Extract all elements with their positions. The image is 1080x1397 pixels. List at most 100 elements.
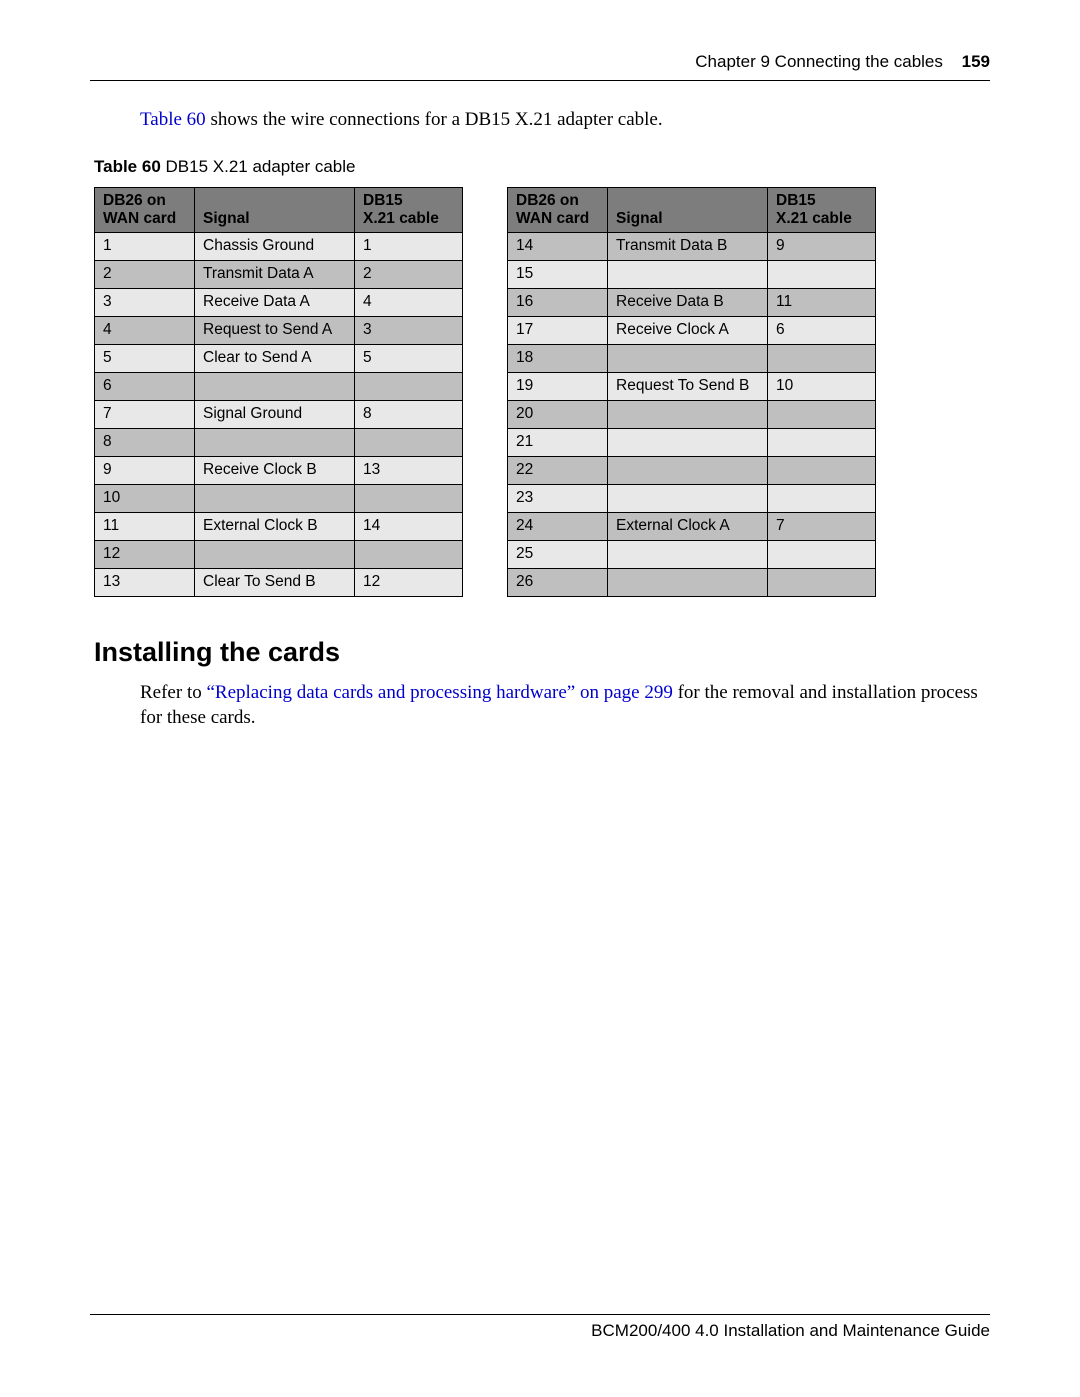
table-cell [768,344,876,372]
table-cell: 25 [508,540,608,568]
table-cell: 23 [508,484,608,512]
table-cell: Receive Data B [608,288,768,316]
table-cell: 3 [95,288,195,316]
header-rule [90,80,990,81]
table-row: 8 [95,428,463,456]
table-cell: 13 [95,568,195,596]
table-cell: 20 [508,400,608,428]
tables-container: DB26 onWAN card Signal DB15X.21 cable 1C… [94,187,990,597]
footer-text: BCM200/400 4.0 Installation and Maintena… [90,1321,990,1341]
table-cell [608,400,768,428]
table-cell [608,456,768,484]
table-cell: 3 [355,316,463,344]
table-cell [608,484,768,512]
para-pre: Refer to [140,682,206,703]
header-line: Chapter 9 Connecting the cables 159 [90,52,990,72]
table-cell: 10 [768,372,876,400]
footer-rule [90,1314,990,1315]
table-cell: 11 [95,512,195,540]
table-row: 23 [508,484,876,512]
table-cell [768,400,876,428]
table-cell: Receive Data A [195,288,355,316]
table-cell: 7 [95,400,195,428]
chapter-label: Chapter 9 Connecting the cables [695,52,943,71]
table-row: 3Receive Data A4 [95,288,463,316]
table-row: 16Receive Data B11 [508,288,876,316]
table-row: 4Request to Send A3 [95,316,463,344]
table-cell: 5 [355,344,463,372]
table-cell [195,372,355,400]
table-cell [608,428,768,456]
table-cell [355,540,463,568]
pin-table-right: DB26 onWAN card Signal DB15X.21 cable 14… [507,187,876,597]
table-row: 17Receive Clock A6 [508,316,876,344]
table-cell: 13 [355,456,463,484]
table-cell: Receive Clock A [608,316,768,344]
table-cell: External Clock B [195,512,355,540]
table-cell: 6 [768,316,876,344]
table-cell [195,484,355,512]
table-cell: 6 [95,372,195,400]
table-row: 19Request To Send B10 [508,372,876,400]
table-row: 12 [95,540,463,568]
table-row: 6 [95,372,463,400]
table-cell: 12 [355,568,463,596]
table-cell: 17 [508,316,608,344]
table-cell [768,484,876,512]
table-cell [768,540,876,568]
table-row: 13Clear To Send B12 [95,568,463,596]
table-cell [608,568,768,596]
cross-reference-link[interactable]: “Replacing data cards and processing har… [206,682,672,703]
table-cell: 8 [95,428,195,456]
table-reference-link[interactable]: Table 60 [140,109,206,130]
table-cell [195,428,355,456]
table-cell [768,568,876,596]
table-cell: 21 [508,428,608,456]
table-cell: 2 [355,260,463,288]
section-heading: Installing the cards [94,637,990,668]
table-cell: Chassis Ground [195,232,355,260]
table-row: 15 [508,260,876,288]
col-header-wan: DB26 onWAN card [95,188,195,233]
table-cell [355,484,463,512]
table-cell [768,260,876,288]
table-cell [608,260,768,288]
table-row: 20 [508,400,876,428]
table-cell: Signal Ground [195,400,355,428]
table-row: 25 [508,540,876,568]
table-cell [608,540,768,568]
table-cell: 1 [355,232,463,260]
table-cell [355,428,463,456]
table-cell: 15 [508,260,608,288]
table-cell: 9 [768,232,876,260]
table-cell: Clear to Send A [195,344,355,372]
page-footer: BCM200/400 4.0 Installation and Maintena… [90,1314,990,1341]
table-cell: 24 [508,512,608,540]
table-cell: 4 [95,316,195,344]
table-row: 26 [508,568,876,596]
table-cell: 5 [95,344,195,372]
table-caption: Table 60 DB15 X.21 adapter cable [94,157,990,177]
table-cell: 2 [95,260,195,288]
table-cell: Transmit Data B [608,232,768,260]
pin-table-left: DB26 onWAN card Signal DB15X.21 cable 1C… [94,187,463,597]
table-row: 24External Clock A7 [508,512,876,540]
table-cell: Request to Send A [195,316,355,344]
table-cell: 7 [768,512,876,540]
table-caption-title: DB15 X.21 adapter cable [161,157,356,176]
table-cell: 18 [508,344,608,372]
col-header-db15: DB15X.21 cable [768,188,876,233]
table-header-row: DB26 onWAN card Signal DB15X.21 cable [508,188,876,233]
table-row: 7Signal Ground8 [95,400,463,428]
table-row: 5Clear to Send A5 [95,344,463,372]
table-cell: Transmit Data A [195,260,355,288]
section-paragraph: Refer to “Replacing data cards and proce… [140,680,980,731]
table-cell: 14 [508,232,608,260]
table-cell: 8 [355,400,463,428]
table-row: 11External Clock B14 [95,512,463,540]
table-row: 14Transmit Data B9 [508,232,876,260]
table-cell [768,456,876,484]
table-cell [195,540,355,568]
table-row: 9Receive Clock B13 [95,456,463,484]
table-cell: Receive Clock B [195,456,355,484]
